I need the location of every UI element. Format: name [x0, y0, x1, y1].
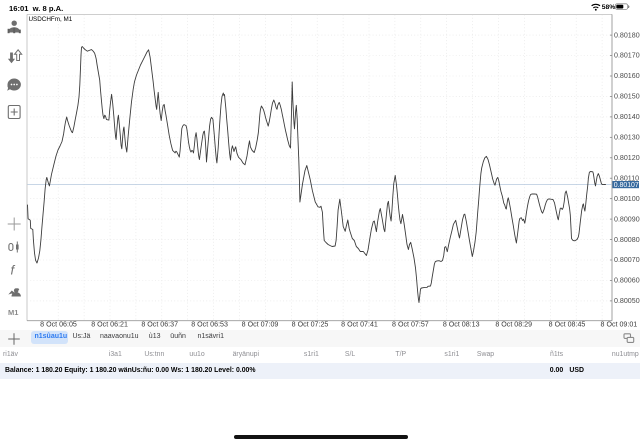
svg-text:0.80080: 0.80080 — [614, 236, 640, 244]
svg-text:0.80110: 0.80110 — [614, 174, 639, 182]
svg-text:8 Oct 06:05: 8 Oct 06:05 — [40, 321, 77, 329]
svg-text:0.80180: 0.80180 — [614, 31, 640, 39]
svg-text:8 Oct 07:25: 8 Oct 07:25 — [292, 321, 329, 329]
svg-text:8 Oct 08:29: 8 Oct 08:29 — [495, 321, 532, 329]
svg-text:8 Oct 07:09: 8 Oct 07:09 — [242, 321, 279, 329]
svg-text:0.80160: 0.80160 — [614, 72, 640, 80]
svg-text:0.80107: 0.80107 — [614, 182, 639, 189]
svg-text:M1: M1 — [8, 308, 18, 317]
svg-text:0.80170: 0.80170 — [614, 52, 640, 60]
svg-text:8 Oct 06:21: 8 Oct 06:21 — [91, 321, 128, 329]
svg-text:8 Oct 06:53: 8 Oct 06:53 — [191, 321, 228, 329]
svg-text:0.80130: 0.80130 — [614, 134, 640, 142]
svg-text:0.80140: 0.80140 — [614, 113, 640, 121]
svg-text:8 Oct 09:01: 8 Oct 09:01 — [601, 321, 638, 329]
svg-text:8 Oct 07:41: 8 Oct 07:41 — [341, 321, 378, 329]
svg-text:0.80120: 0.80120 — [614, 154, 640, 162]
svg-text:0.80060: 0.80060 — [614, 277, 640, 285]
svg-text:8 Oct 08:45: 8 Oct 08:45 — [549, 321, 586, 329]
svg-text:58%: 58% — [602, 4, 615, 11]
svg-text:8 Oct 06:37: 8 Oct 06:37 — [141, 321, 178, 329]
svg-text:0.80050: 0.80050 — [614, 297, 640, 305]
svg-text:8 Oct 08:13: 8 Oct 08:13 — [443, 321, 480, 329]
svg-text:0.80070: 0.80070 — [614, 256, 640, 264]
svg-text:0.80100: 0.80100 — [614, 195, 640, 203]
svg-text:f: f — [11, 263, 16, 278]
svg-text:0.80090: 0.80090 — [614, 215, 640, 223]
svg-text:8 Oct 07:57: 8 Oct 07:57 — [392, 321, 429, 329]
svg-text:USDCHFm, M1: USDCHFm, M1 — [29, 16, 73, 23]
svg-text:0.80150: 0.80150 — [614, 93, 640, 101]
